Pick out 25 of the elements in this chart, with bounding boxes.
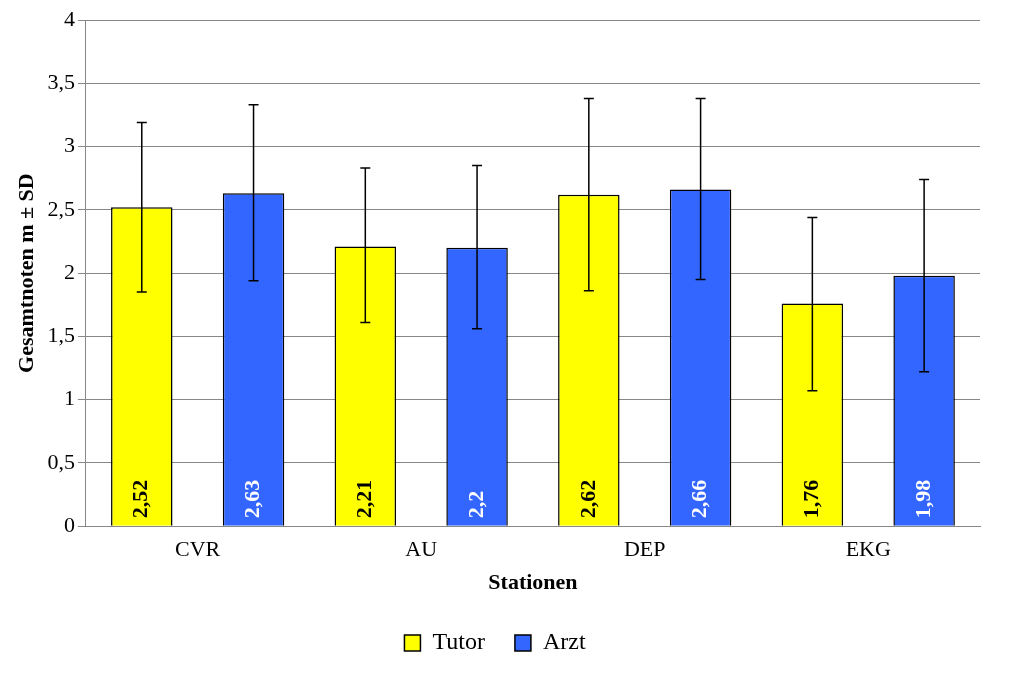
y-tick-label: 3,5	[47, 69, 75, 95]
data-label: 2,52	[127, 479, 153, 519]
data-label: 2,66	[686, 479, 712, 519]
y-tick-label: 2,5	[47, 195, 75, 221]
y-tick-label: 2	[63, 258, 75, 284]
x-tick-label: EKG	[845, 536, 891, 562]
data-label: 2,21	[350, 479, 376, 519]
y-tick-label: 1	[63, 385, 75, 411]
y-tick-label: 3	[63, 132, 75, 158]
y-tick-label: 1,5	[47, 322, 75, 348]
x-axis-title: Stationen	[488, 569, 578, 595]
data-label: 2,2	[462, 490, 488, 519]
y-tick-label: 4	[63, 5, 75, 31]
x-tick-label: AU	[405, 536, 438, 562]
y-tick-label: 0	[63, 511, 75, 537]
x-tick-label: DEP	[623, 536, 666, 562]
data-label: 2,62	[574, 479, 600, 519]
y-axis-title: Gesamtnoten m ± SD	[12, 173, 38, 373]
data-label: 2,63	[239, 479, 265, 519]
x-tick-label: CVR	[175, 536, 221, 562]
data-label: 1,98	[909, 479, 935, 519]
legend-label: Arzt	[542, 628, 586, 655]
data-label: 1,76	[798, 479, 824, 519]
legend-label: Tutor	[432, 628, 485, 655]
y-tick-label: 0,5	[47, 448, 75, 474]
